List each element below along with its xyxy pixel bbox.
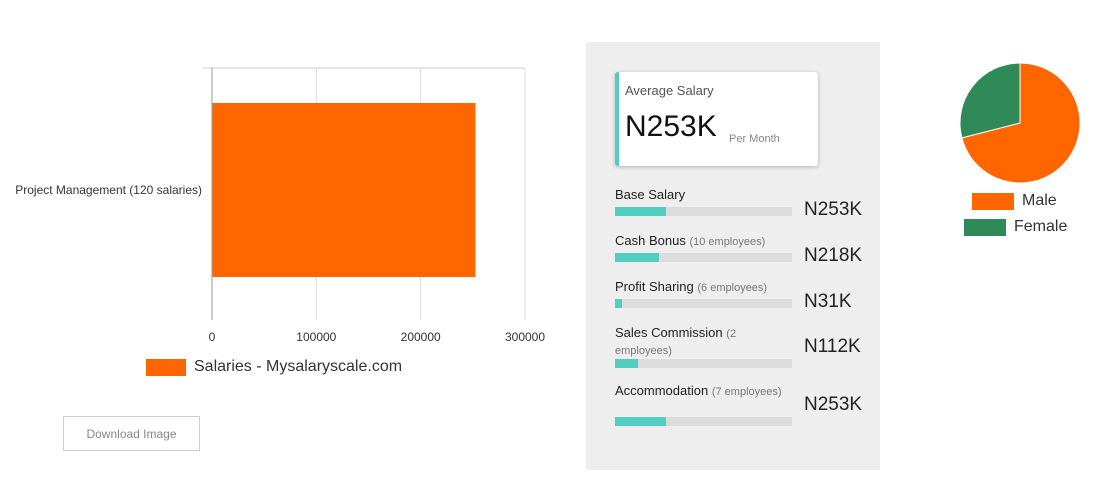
pie-slice-male — [961, 62, 1081, 184]
component-progress — [615, 253, 792, 262]
download-image-button[interactable]: Download Image — [63, 416, 200, 451]
component-value: N218K — [804, 245, 863, 266]
component-sales-commission: Sales Commission (2 employees) N112K — [615, 325, 875, 368]
component-value: N112K — [804, 336, 861, 357]
component-progress — [615, 207, 792, 216]
x-tick-label: 300000 — [505, 330, 545, 344]
component-profit-sharing: Profit Sharing (6 employees) N31K — [615, 279, 875, 312]
component-label: Profit Sharing (6 employees) — [615, 279, 768, 294]
average-salary-value: N253K — [625, 110, 717, 143]
salary-bar-chart: 0 100000 200000 300000 Project Management (1… — [15, 67, 545, 344]
pie-legend-swatch — [972, 192, 1014, 210]
gender-pie-chart — [959, 62, 1081, 184]
component-label: Accommodation (7 employees) — [615, 383, 782, 398]
average-salary-card: Average Salary N253K Per Month — [615, 72, 818, 166]
component-value: N253K — [804, 394, 863, 415]
x-tick-label: 0 — [209, 330, 216, 344]
component-cash-bonus: Cash Bonus (10 employees) N218K — [615, 233, 875, 266]
pie-legend-item: Male — [964, 188, 1067, 214]
component-value: N253K — [804, 199, 863, 220]
pie-legend-label: Female — [1014, 218, 1068, 235]
pie-legend-label: Male — [1022, 192, 1057, 209]
component-base-salary: Base Salary N253K — [615, 187, 875, 220]
component-label: Sales Commission (2 employees) — [615, 325, 737, 357]
category-label: Project Management (120 salaries) — [15, 183, 202, 197]
legend-label: Salaries - Mysalaryscale.com — [194, 358, 403, 375]
component-progress — [615, 359, 792, 368]
salary-summary-panel: Average Salary N253K Per Month Base Sala… — [586, 42, 880, 470]
legend-swatch — [146, 358, 186, 376]
component-label: Base Salary — [615, 187, 686, 202]
component-label: Cash Bonus (10 employees) — [615, 233, 766, 248]
pie-slice-female — [959, 62, 1021, 139]
bar-legend: Salaries - Mysalaryscale.com — [146, 358, 402, 376]
x-tick-label: 100000 — [296, 330, 336, 344]
average-salary-period: Per Month — [729, 133, 780, 145]
component-progress — [615, 417, 792, 426]
pie-legend-item: Female — [964, 214, 1067, 240]
pie-legend: Male Female — [964, 188, 1067, 240]
component-value: N31K — [804, 291, 852, 312]
x-tick-label: 200000 — [401, 330, 441, 344]
pie-legend-swatch — [964, 218, 1006, 236]
component-progress — [615, 299, 792, 308]
bar — [212, 103, 476, 277]
component-accommodation: Accommodation (7 employees) N253K — [615, 383, 875, 426]
average-salary-title: Average Salary — [625, 83, 714, 98]
